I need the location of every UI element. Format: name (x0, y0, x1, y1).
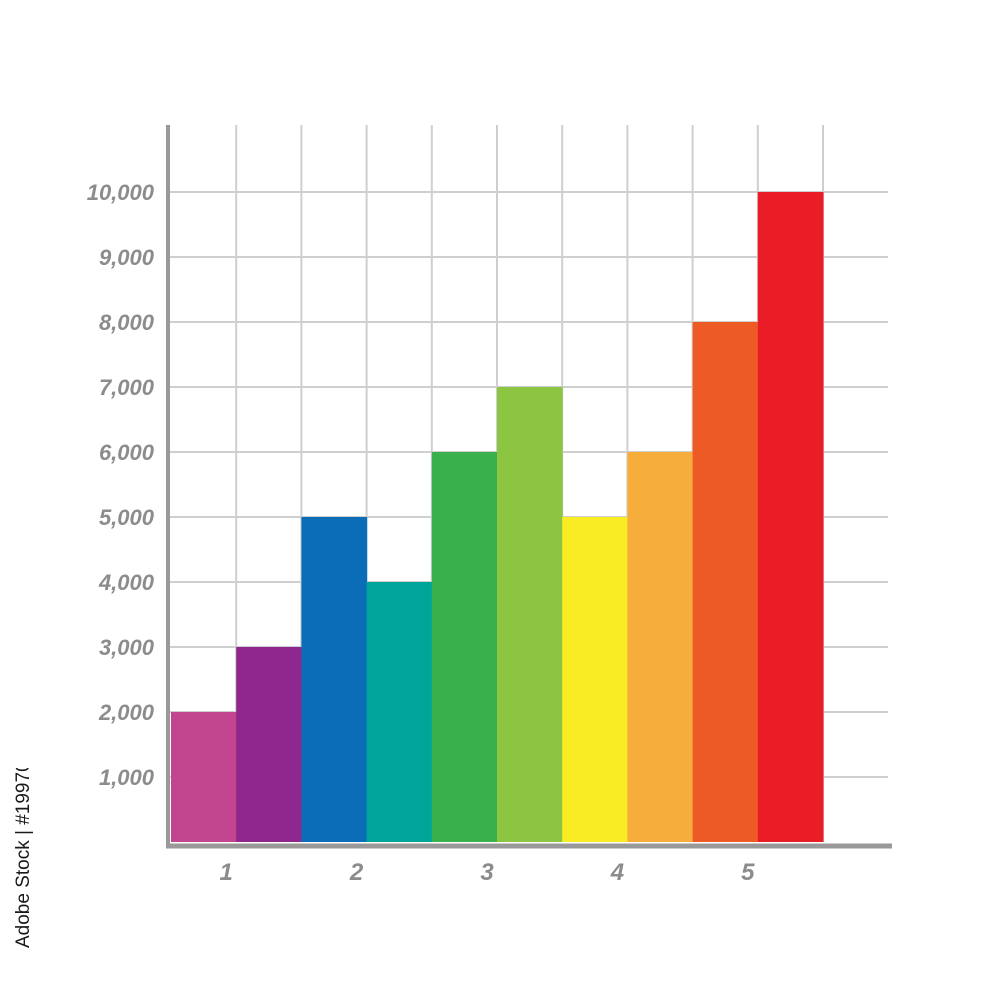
x-tick-labels: 1 2 3 4 5 (220, 859, 756, 886)
bar-2 (236, 647, 302, 842)
x-tick-label: 4 (610, 859, 624, 886)
x-tick-label: 3 (480, 859, 494, 886)
x-tick-label: 2 (349, 859, 364, 886)
bar-6 (497, 387, 563, 842)
y-tick-label: 2,000 (98, 700, 155, 725)
bar-5 (431, 452, 498, 842)
stock-id-caption: Adobe Stock | #199703221 (13, 768, 34, 948)
bar-8 (627, 452, 694, 842)
bar-10 (757, 192, 824, 842)
bars (171, 192, 824, 842)
y-tick-label: 1,000 (99, 765, 155, 790)
stock-id-text: Adobe Stock | #199703221 (13, 768, 34, 948)
y-tick-label: 6,000 (99, 440, 155, 465)
bar-1 (171, 712, 237, 842)
y-tick-label: 9,000 (99, 245, 155, 270)
x-tick-label: 5 (741, 859, 755, 886)
x-tick-label: 1 (220, 859, 233, 886)
bar-9 (692, 322, 759, 842)
y-tick-labels: 1,000 2,000 3,000 4,000 5,000 6,000 7,000 8,000… (87, 180, 155, 790)
y-tick-label: 5,000 (99, 505, 155, 530)
y-tick-label: 7,000 (99, 375, 155, 400)
y-tick-label: 4,000 (98, 570, 155, 595)
bar-7 (562, 517, 628, 842)
y-tick-label: 3,000 (99, 635, 155, 660)
y-tick-label: 10,000 (87, 180, 155, 205)
bar-4 (366, 582, 433, 842)
y-tick-label: 8,000 (99, 310, 155, 335)
bar-3 (301, 517, 368, 842)
